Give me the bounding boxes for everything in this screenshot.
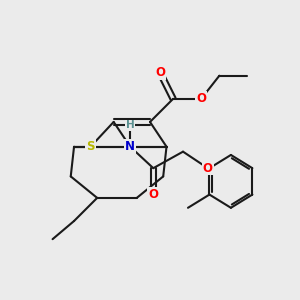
Text: S: S [86,140,95,153]
Text: N: N [125,140,135,153]
Text: H: H [126,120,135,130]
Text: O: O [155,66,165,79]
Text: O: O [196,92,206,105]
Text: O: O [148,188,158,201]
Text: O: O [203,162,213,175]
